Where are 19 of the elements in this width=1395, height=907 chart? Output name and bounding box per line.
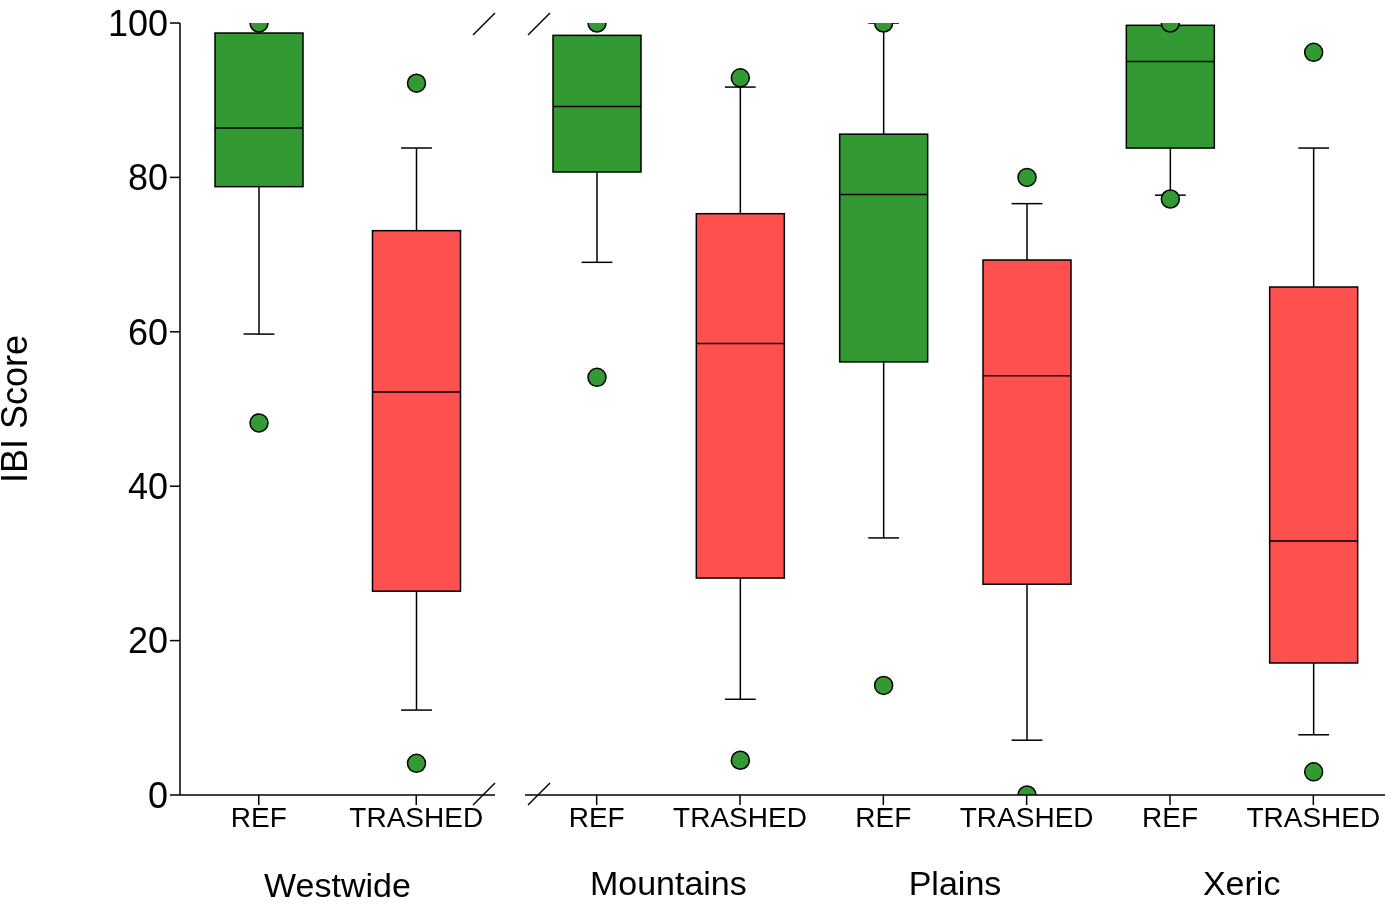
x-axis-title: Westwide xyxy=(264,866,411,904)
x-tick-label: REF xyxy=(568,801,625,833)
x-tick-label: REF xyxy=(1142,801,1198,833)
text: Xeric xyxy=(1201,864,1282,903)
x-tick-label: TRASHED xyxy=(349,801,484,833)
x-tick-label: REF xyxy=(230,801,287,833)
text: Plains xyxy=(907,864,1003,903)
y-tick-label: 20 xyxy=(127,620,168,662)
y-axis-title: IBI Score xyxy=(0,334,35,484)
x-tick-label: TRASHED xyxy=(1246,801,1381,833)
y-tick-label: 60 xyxy=(127,311,168,353)
x-tick-label: REF xyxy=(855,801,912,833)
y-tick-label: 100 xyxy=(107,2,168,44)
x-tick-label: TRASHED xyxy=(959,801,1094,833)
x-tick-label: TRASHED xyxy=(673,801,807,833)
y-tick-label: 80 xyxy=(127,157,168,199)
y-tick-label: 40 xyxy=(127,465,168,507)
y-tick-label: 0 xyxy=(147,774,168,816)
text: Mountains xyxy=(588,864,748,903)
